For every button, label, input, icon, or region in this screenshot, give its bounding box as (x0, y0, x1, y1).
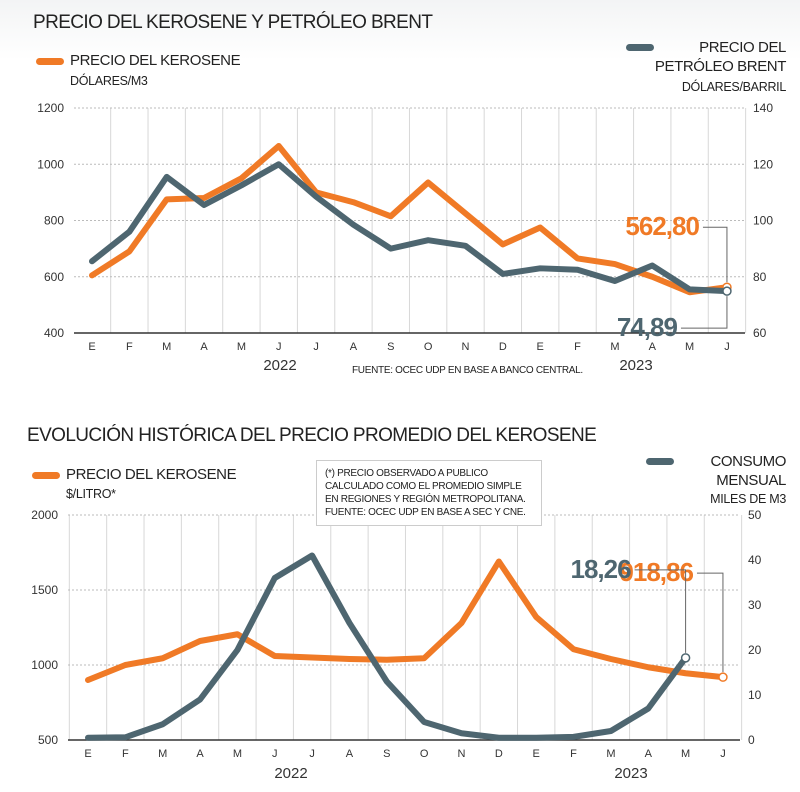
chart2-title: EVOLUCIÓN HISTÓRICA DEL PRECIO PROMEDIO … (27, 425, 597, 446)
series-line-secondary (89, 161, 730, 295)
y-left-tick-label: 1500 (31, 583, 58, 597)
x-tick-label: J (276, 341, 282, 353)
y-left-tick-label: 400 (44, 326, 64, 340)
x-tick-label: J (720, 748, 726, 760)
x-tick-label: D (499, 341, 507, 353)
x-tick-label: D (495, 748, 503, 760)
year-label: 2022 (263, 357, 296, 374)
x-tick-label: O (424, 341, 433, 353)
x-tick-label: J (313, 341, 319, 353)
x-tick-label: M (610, 341, 619, 353)
x-tick-label: E (537, 341, 544, 353)
chart1-unit-left: DÓLARES/M3 (70, 74, 148, 88)
chart1-unit-right: DÓLARES/BARRIL (681, 80, 786, 94)
callout-leader (634, 569, 687, 653)
legend-label: CONSUMO MENSUAL (710, 453, 786, 489)
chart1-legend-kerosene: PRECIO DEL KEROSENE (36, 52, 241, 69)
last-value-label: 918,86 (619, 557, 693, 587)
x-tick-label: F (570, 748, 577, 760)
legend-label: PRECIO DEL KEROSENE (70, 52, 241, 69)
y-left-tick-label: 600 (44, 270, 64, 284)
x-tick-label: A (645, 748, 653, 760)
x-tick-label: M (162, 341, 171, 353)
x-tick-label: M (237, 341, 246, 353)
legend-swatch-consumo (646, 458, 674, 465)
x-tick-label: E (84, 748, 91, 760)
x-tick-label: J (272, 748, 278, 760)
x-tick-label: J (724, 341, 730, 353)
year-label: 2022 (274, 765, 307, 782)
last-point-marker (722, 286, 732, 296)
year-label: 2023 (614, 765, 647, 782)
chart2-legend-kerosene: PRECIO DEL KEROSENE (32, 466, 237, 483)
y-left-tick-label: 1200 (37, 101, 64, 115)
y-right-tick-label: 30 (748, 598, 762, 612)
x-tick-label: A (346, 748, 354, 760)
y-right-tick-label: 20 (748, 643, 762, 657)
last-value-label: 18,26 (571, 554, 632, 584)
x-tick-label: F (126, 341, 133, 353)
x-tick-label: M (158, 748, 167, 760)
x-tick-label: M (233, 748, 242, 760)
y-right-tick-label: 120 (753, 157, 773, 171)
y-right-tick-label: 50 (748, 508, 762, 522)
legend-label: PRECIO DEL KEROSENE (66, 466, 237, 483)
x-tick-label: F (122, 748, 129, 760)
x-tick-label: F (574, 341, 581, 353)
last-point-marker (718, 672, 728, 682)
y-right-tick-label: 60 (753, 326, 767, 340)
x-tick-label: O (420, 748, 429, 760)
y-left-tick-label: 500 (38, 733, 58, 747)
x-tick-label: E (88, 341, 95, 353)
chart2-unit-right: MILES DE M3 (710, 492, 786, 506)
year-label: 2023 (619, 357, 652, 374)
callout-leader (696, 572, 724, 673)
chart2-unit-left: $/LITRO* (66, 487, 116, 501)
x-tick-label: S (383, 748, 390, 760)
callout-leader (680, 296, 728, 329)
x-tick-label: N (458, 748, 466, 760)
x-tick-label: S (387, 341, 394, 353)
x-tick-label: A (649, 341, 657, 353)
last-value-label: 562,80 (625, 211, 699, 241)
last-point-marker (680, 653, 691, 663)
y-right-tick-label: 40 (748, 553, 762, 567)
x-tick-label: M (681, 748, 690, 760)
x-tick-label: M (606, 748, 615, 760)
y-left-tick-label: 1000 (37, 157, 64, 171)
callout-leader (702, 226, 728, 283)
series-line-kerosene (85, 558, 726, 683)
y-right-tick-label: 80 (753, 270, 767, 284)
chart2-note: (*) PRECIO OBSERVADO A PUBLICO CALCULADO… (316, 460, 542, 526)
y-right-tick-label: 100 (753, 214, 773, 228)
y-right-tick-label: 0 (748, 733, 755, 747)
y-left-tick-label: 2000 (31, 508, 58, 522)
y-right-tick-label: 140 (753, 101, 773, 115)
x-tick-label: A (350, 341, 358, 353)
x-tick-label: A (200, 341, 208, 353)
y-left-tick-label: 1000 (31, 658, 58, 672)
chart1-title: PRECIO DEL KEROSENE Y PETRÓLEO BRENT (33, 12, 433, 33)
last-value-label: 74,89 (617, 312, 678, 342)
chart1-legend-brent: PRECIO DEL PETRÓLEO BRENT (626, 38, 786, 76)
legend-swatch-kerosene (32, 471, 60, 479)
legend-label: PRECIO DEL PETRÓLEO BRENT (654, 39, 786, 75)
y-left-tick-label: 800 (44, 214, 64, 228)
x-tick-label: E (533, 748, 540, 760)
x-tick-label: M (685, 341, 694, 353)
x-tick-label: N (462, 341, 470, 353)
x-tick-label: J (309, 748, 315, 760)
chart1-source: FUENTE: OCEC UDP EN BASE A BANCO CENTRAL… (352, 365, 583, 376)
series-line-secondary (85, 552, 689, 741)
y-right-tick-label: 10 (748, 688, 762, 702)
x-tick-label: A (196, 748, 204, 760)
legend-swatch-kerosene (36, 57, 64, 65)
legend-swatch-brent (626, 44, 654, 51)
chart2-legend-consumo: CONSUMO MENSUAL (646, 452, 786, 490)
